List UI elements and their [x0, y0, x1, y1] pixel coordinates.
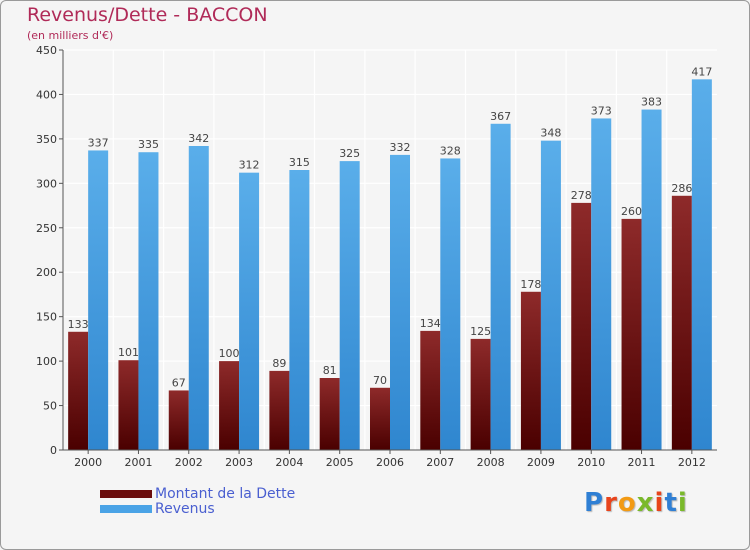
data-label-dette-2002: 67	[172, 376, 186, 389]
legend: Montant de la Dette Revenus	[100, 485, 296, 517]
bar-dette-2004	[269, 370, 290, 450]
y-tick-label-300: 300	[36, 177, 57, 190]
data-label-dette-2000: 133	[68, 318, 89, 331]
data-label-revenus-2005: 325	[339, 147, 360, 160]
bar-revenus-2012	[691, 79, 712, 450]
bar-revenus-2001	[138, 152, 159, 450]
x-tick-label-2004: 2004	[275, 456, 303, 469]
bar-dette-2006	[370, 387, 390, 450]
data-label-revenus-2003: 312	[239, 159, 260, 172]
bar-dette-2008	[470, 338, 491, 450]
bar-dette-2007	[420, 330, 441, 450]
bar-revenus-2010	[591, 118, 612, 450]
y-tick-label-450: 450	[36, 44, 57, 57]
bar-revenus-2003	[239, 172, 260, 450]
x-tick-label-2012: 2012	[678, 456, 706, 469]
x-tick-label-2005: 2005	[326, 456, 354, 469]
y-tick-label-250: 250	[36, 222, 57, 235]
logo-letter: P	[584, 488, 605, 518]
bar-revenus-2000	[88, 150, 109, 450]
data-label-revenus-2012: 417	[691, 65, 712, 78]
logo-letter: o	[617, 488, 637, 518]
y-tick-label-350: 350	[36, 133, 57, 146]
y-tick-label-50: 50	[43, 400, 57, 413]
x-tick-label-2000: 2000	[74, 456, 102, 469]
data-label-dette-2006: 70	[373, 374, 387, 387]
data-label-revenus-2009: 348	[540, 127, 561, 140]
bar-revenus-2007	[440, 158, 461, 450]
bar-dette-2000	[68, 331, 89, 450]
data-label-revenus-2007: 328	[440, 144, 461, 157]
bar-dette-2005	[319, 378, 340, 450]
y-tick-label-200: 200	[36, 266, 57, 279]
bar-dette-2011	[621, 218, 642, 450]
bar-revenus-2011	[641, 109, 662, 451]
logo-letter: t	[664, 488, 678, 518]
data-label-dette-2008: 125	[470, 325, 491, 338]
data-label-dette-2010: 278	[571, 189, 592, 202]
y-tick-label-0: 0	[50, 444, 57, 457]
data-label-revenus-2011: 383	[641, 96, 662, 109]
data-label-revenus-2002: 342	[188, 132, 209, 145]
y-tick-label-100: 100	[36, 355, 57, 368]
logo-letter: i	[677, 488, 688, 518]
bar-revenus-2009	[540, 140, 561, 450]
data-label-dette-2012: 286	[671, 182, 692, 195]
x-tick-label-2010: 2010	[577, 456, 605, 469]
bar-revenus-2005	[339, 161, 360, 450]
logo-letter: r	[604, 488, 618, 518]
x-tick-label-2008: 2008	[477, 456, 505, 469]
chart-title: Revenus/Dette - BACCON	[27, 4, 268, 26]
bar-dette-2001	[118, 360, 139, 450]
data-label-revenus-2000: 337	[88, 136, 109, 149]
data-label-dette-2003: 100	[219, 347, 240, 360]
bar-dette-2012	[671, 195, 692, 450]
data-label-revenus-2001: 335	[138, 138, 159, 151]
x-tick-label-2006: 2006	[376, 456, 404, 469]
data-label-revenus-2008: 367	[490, 110, 511, 123]
legend-swatch-dette	[100, 489, 152, 498]
data-label-dette-2004: 89	[272, 357, 286, 370]
y-tick-label-150: 150	[36, 311, 57, 324]
x-tick-label-2002: 2002	[175, 456, 203, 469]
x-tick-label-2009: 2009	[527, 456, 555, 469]
x-tick-label-2001: 2001	[124, 456, 152, 469]
bar-revenus-2006	[390, 154, 410, 450]
data-label-dette-2007: 134	[420, 317, 441, 330]
data-label-revenus-2010: 373	[591, 104, 612, 117]
bar-dette-2003	[219, 361, 240, 450]
data-label-revenus-2006: 332	[390, 141, 411, 154]
bar-dette-2010	[571, 202, 592, 450]
data-label-dette-2001: 101	[118, 346, 139, 359]
data-label-dette-2005: 81	[323, 364, 337, 377]
x-tick-label-2007: 2007	[426, 456, 454, 469]
data-label-dette-2011: 260	[621, 205, 642, 218]
proxiti-logo: Proxiti	[584, 488, 688, 518]
legend-swatch-revenus	[100, 504, 152, 513]
logo-letter: i	[654, 488, 665, 518]
bar-revenus-2002	[188, 146, 209, 450]
x-tick-label-2003: 2003	[225, 456, 253, 469]
bar-revenus-2004	[289, 170, 310, 450]
data-label-dette-2009: 178	[520, 278, 541, 291]
chart-subtitle: (en milliers d'€)	[27, 29, 114, 42]
bar-dette-2002	[168, 390, 189, 450]
legend-item-dette: Montant de la Dette	[100, 485, 296, 502]
bar-dette-2009	[520, 291, 541, 450]
legend-label-dette: Montant de la Dette	[155, 485, 296, 502]
bar-revenus-2008	[490, 123, 511, 451]
y-tick-label-400: 400	[36, 88, 57, 101]
data-label-revenus-2004: 315	[289, 156, 310, 169]
legend-item-revenus: Revenus	[100, 500, 295, 517]
legend-label-revenus: Revenus	[155, 500, 215, 517]
logo-letter: x	[636, 488, 655, 518]
x-tick-label-2011: 2011	[628, 456, 656, 469]
